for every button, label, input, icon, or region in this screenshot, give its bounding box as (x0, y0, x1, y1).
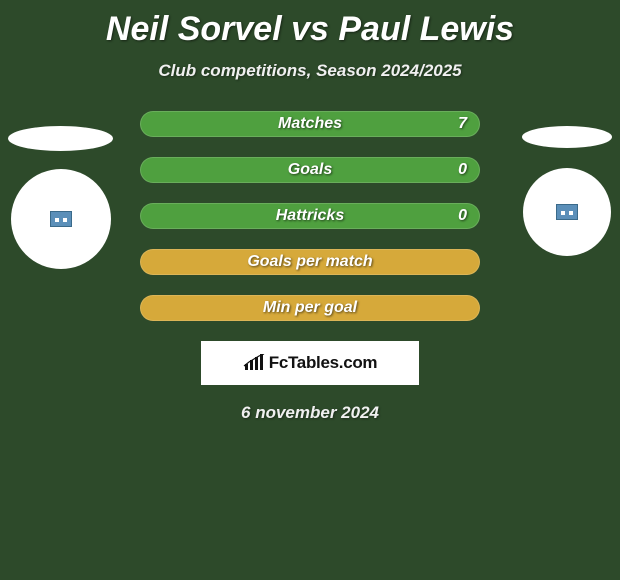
player-left-avatar (11, 169, 111, 269)
placeholder-photo-icon (50, 211, 72, 227)
placeholder-photo-icon (556, 204, 578, 220)
stat-bar-label: Goals (288, 161, 332, 179)
player-right-block (522, 126, 612, 256)
bar-chart-icon (243, 354, 265, 372)
stat-bar-min-per-goal: Min per goal (140, 295, 480, 321)
brand-text: FcTables.com (269, 353, 378, 373)
stat-bar-label: Hattricks (276, 207, 344, 225)
stat-bar-value: 7 (458, 115, 467, 133)
stat-bar-hattricks: Hattricks 0 (140, 203, 480, 229)
stat-bar-goals: Goals 0 (140, 157, 480, 183)
player-left-shadow (8, 126, 113, 151)
stat-bar-matches: Matches 7 (140, 111, 480, 137)
stat-bar-label: Goals per match (247, 253, 372, 271)
stat-bar-value: 0 (458, 161, 467, 179)
footer-date: 6 november 2024 (0, 403, 620, 423)
stat-bar-label: Matches (278, 115, 342, 133)
stat-bar-goals-per-match: Goals per match (140, 249, 480, 275)
player-right-avatar (523, 168, 611, 256)
player-right-shadow (522, 126, 612, 148)
player-left-block (8, 126, 113, 269)
brand-badge[interactable]: FcTables.com (201, 341, 419, 385)
stat-bars: Matches 7 Goals 0 Hattricks 0 Goals per … (140, 111, 480, 321)
stat-bar-value: 0 (458, 207, 467, 225)
page-subtitle: Club competitions, Season 2024/2025 (0, 61, 620, 81)
page-title: Neil Sorvel vs Paul Lewis (0, 0, 620, 49)
stat-bar-label: Min per goal (263, 299, 357, 317)
